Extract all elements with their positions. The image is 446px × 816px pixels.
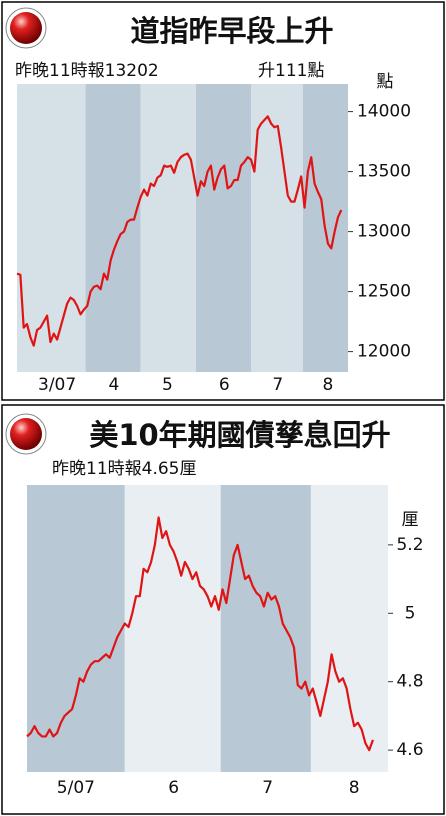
y-tick-label: 12000 xyxy=(357,342,411,362)
x-tick-label: 4 xyxy=(109,375,120,395)
x-tick-label: 6 xyxy=(219,375,230,395)
x-tick-label: 7 xyxy=(272,375,283,395)
note: 升111點 xyxy=(258,61,324,81)
y-tick-label: 5.2 xyxy=(396,535,423,555)
band xyxy=(17,84,86,372)
icon xyxy=(10,418,42,450)
y-tick-label: 4.8 xyxy=(396,672,423,692)
band xyxy=(195,84,252,372)
chart-title: 道指昨早段上升 xyxy=(130,14,333,48)
x-tick-label: 6 xyxy=(168,778,179,798)
y-tick-label: 13500 xyxy=(357,162,411,182)
x-tick-label: 5/07 xyxy=(57,778,95,798)
band xyxy=(124,485,221,772)
y-tick-label: 12500 xyxy=(357,282,411,302)
y-unit: 厘 xyxy=(402,510,419,530)
y-tick-label: 5 xyxy=(405,603,416,623)
chart-title: 美10年期國債孳息回升 xyxy=(89,418,390,452)
y-unit: 點 xyxy=(377,72,394,92)
band xyxy=(251,84,303,372)
y-tick-label: 4.6 xyxy=(396,740,423,760)
y-tick-label: 13000 xyxy=(357,222,411,242)
subtitle: 昨晚11時報4.65厘 xyxy=(52,459,196,479)
x-tick-label: 5 xyxy=(162,375,173,395)
x-tick-label: 8 xyxy=(349,778,360,798)
band xyxy=(310,485,388,772)
band xyxy=(27,485,125,772)
subtitle: 昨晚11時報13202 xyxy=(15,61,159,81)
y-tick-label: 14000 xyxy=(357,102,411,122)
icon xyxy=(10,12,42,44)
band xyxy=(220,485,311,772)
x-tick-label: 3/07 xyxy=(38,375,76,395)
x-tick-label: 7 xyxy=(262,778,273,798)
band xyxy=(140,84,196,372)
band xyxy=(85,84,141,372)
x-tick-label: 8 xyxy=(323,375,334,395)
line xyxy=(16,115,343,347)
line xyxy=(26,516,374,752)
